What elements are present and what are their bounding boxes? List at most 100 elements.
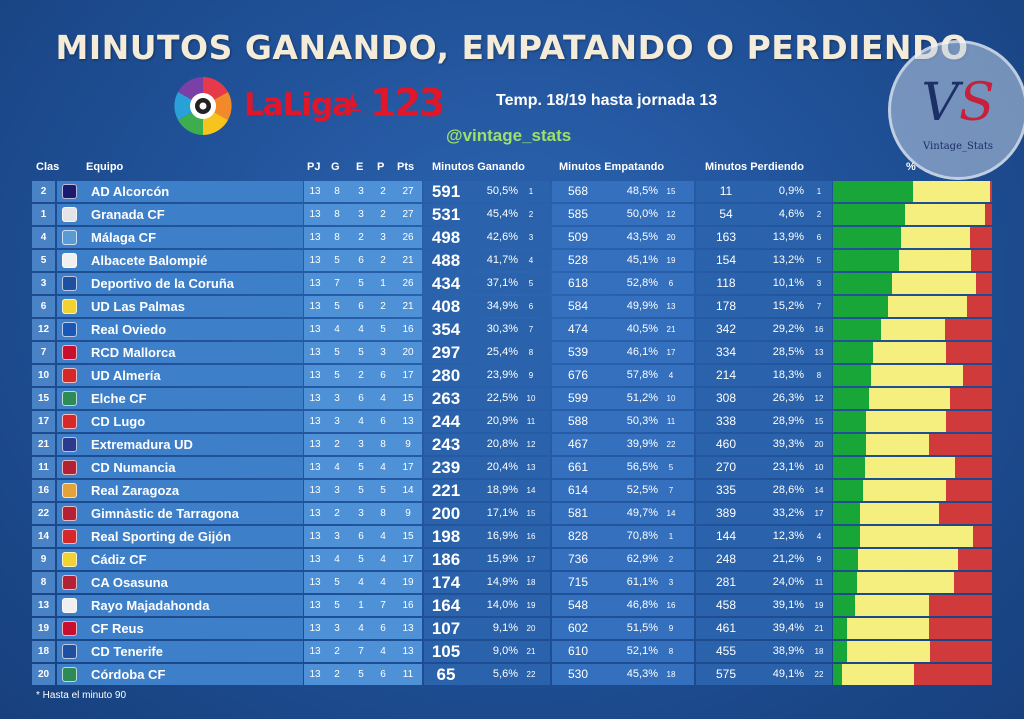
bar-segment-winning xyxy=(833,549,858,570)
played: 13 xyxy=(309,485,321,496)
drawing-cell: 530 45,3% 18 xyxy=(552,664,694,685)
draws: 7 xyxy=(358,646,364,657)
winning-cell: 408 34,9% 6 xyxy=(424,296,550,317)
header-clas: Clas xyxy=(36,161,60,173)
record-cell: 13 2 5 6 11 xyxy=(304,664,422,685)
team-cell: AD Alcorcón xyxy=(57,181,303,202)
rank-winning: 17 xyxy=(526,555,536,564)
points: 17 xyxy=(402,370,414,381)
winning-cell: 186 15,9% 17 xyxy=(424,549,550,570)
losing-cell: 281 24,0% 11 xyxy=(696,572,832,593)
drawing-cell: 474 40,5% 21 xyxy=(552,319,694,340)
record-cell: 13 5 5 3 20 xyxy=(304,342,422,363)
pct-losing: 12,3% xyxy=(772,530,804,542)
team-cell: Cádiz CF xyxy=(57,549,303,570)
winning-cell: 65 5,6% 22 xyxy=(424,664,550,685)
drawing-cell: 539 46,1% 17 xyxy=(552,342,694,363)
pct-losing: 39,1% xyxy=(772,599,804,611)
minutes-losing: 178 xyxy=(715,299,737,313)
pct-drawing: 52,5% xyxy=(626,484,658,496)
minutes-drawing: 715 xyxy=(567,575,589,589)
draws: 4 xyxy=(358,623,364,634)
rank-winning: 10 xyxy=(526,394,536,403)
bar-segment-drawing xyxy=(869,388,950,409)
winning-cell: 174 14,9% 18 xyxy=(424,572,550,593)
minutes-drawing: 548 xyxy=(567,598,589,612)
percentage-bar xyxy=(833,411,992,432)
table-row: 8 CA Osasuna 13 5 4 4 19 174 14,9% 18 715 61,1% 3 281… xyxy=(32,572,992,593)
minutes-winning: 186 xyxy=(431,550,461,569)
rank-winning: 16 xyxy=(526,532,536,541)
draws: 2 xyxy=(358,370,364,381)
minutes-drawing: 568 xyxy=(567,184,589,198)
wins: 3 xyxy=(334,623,340,634)
rank-winning: 1 xyxy=(528,187,534,196)
pct-losing: 38,9% xyxy=(772,645,804,657)
bar-segment-drawing xyxy=(858,549,958,570)
wins: 8 xyxy=(334,209,340,220)
position-cell: 14 xyxy=(32,526,55,547)
rank-losing: 1 xyxy=(816,187,822,196)
rank-winning: 22 xyxy=(526,670,536,679)
losing-cell: 144 12,3% 4 xyxy=(696,526,832,547)
table-row: 14 Real Sporting de Gijón 13 3 6 4 15 198 16,9% 1… xyxy=(32,526,992,547)
rank-drawing: 20 xyxy=(666,233,676,242)
points: 9 xyxy=(405,508,411,519)
played: 13 xyxy=(309,209,321,220)
losses: 7 xyxy=(380,600,386,611)
pct-losing: 4,6% xyxy=(778,208,804,220)
minutes-losing: 144 xyxy=(715,529,737,543)
record-cell: 13 8 3 2 27 xyxy=(304,204,422,225)
team-crest-icon xyxy=(62,460,77,475)
minutes-losing: 163 xyxy=(715,230,737,244)
table-row: 15 Elche CF 13 3 6 4 15 263 22,5% 10 599 51,2% 10 308… xyxy=(32,388,992,409)
wins: 4 xyxy=(334,462,340,473)
pct-drawing: 49,9% xyxy=(626,300,658,312)
record-cell: 13 3 6 4 15 xyxy=(304,388,422,409)
minutes-losing: 308 xyxy=(715,391,737,405)
pct-winning: 17,1% xyxy=(486,507,518,519)
vintage-stats-watermark: VS Vintage_Stats xyxy=(888,40,1024,180)
losing-cell: 178 15,2% 7 xyxy=(696,296,832,317)
losing-cell: 118 10,1% 3 xyxy=(696,273,832,294)
pct-drawing: 46,1% xyxy=(626,346,658,358)
drawing-cell: 585 50,0% 12 xyxy=(552,204,694,225)
table-row: 9 Cádiz CF 13 4 5 4 17 186 15,9% 17 736 62,9% 2 248 21… xyxy=(32,549,992,570)
winning-cell: 531 45,4% 2 xyxy=(424,204,550,225)
team-crest-icon xyxy=(62,575,77,590)
pct-drawing: 48,5% xyxy=(626,185,658,197)
pct-drawing: 70,8% xyxy=(626,530,658,542)
wins: 2 xyxy=(334,439,340,450)
pct-losing: 33,2% xyxy=(772,507,804,519)
team-name: RCD Mallorca xyxy=(91,345,176,360)
laliga123-logo: LaLiga 123 xyxy=(172,75,462,137)
rank-drawing: 21 xyxy=(666,325,676,334)
pct-winning: 34,9% xyxy=(486,300,518,312)
bar-segment-drawing xyxy=(901,227,970,248)
rank-losing: 5 xyxy=(816,256,822,265)
minutes-drawing: 530 xyxy=(567,667,589,681)
table-row: 5 Albacete Balompié 13 5 6 2 21 488 41,7% 4 528 45,… xyxy=(32,250,992,271)
rank-drawing: 19 xyxy=(666,256,676,265)
pct-winning: 50,5% xyxy=(486,185,518,197)
minutes-losing: 458 xyxy=(715,598,737,612)
rank-losing: 18 xyxy=(814,647,824,656)
bar-segment-winning xyxy=(833,526,860,547)
draws: 4 xyxy=(358,416,364,427)
minutes-drawing: 828 xyxy=(567,529,589,543)
rank-losing: 11 xyxy=(814,578,824,587)
minutes-winning: 107 xyxy=(431,619,461,638)
rank-losing: 4 xyxy=(816,532,822,541)
losing-cell: 11 0,9% 1 xyxy=(696,181,832,202)
bar-segment-drawing xyxy=(881,319,945,340)
minutes-drawing: 614 xyxy=(567,483,589,497)
pct-losing: 26,3% xyxy=(772,392,804,404)
bar-segment-winning xyxy=(833,388,869,409)
rank-winning: 6 xyxy=(528,302,534,311)
table-row: 6 UD Las Palmas 13 5 6 2 21 408 34,9% 6 584 49,9% 13… xyxy=(32,296,992,317)
pct-losing: 15,2% xyxy=(772,300,804,312)
team-name: CD Lugo xyxy=(91,414,146,429)
losing-cell: 461 39,4% 21 xyxy=(696,618,832,639)
team-name: Gimnàstic de Tarragona xyxy=(91,506,239,521)
minutes-losing: 334 xyxy=(715,345,737,359)
